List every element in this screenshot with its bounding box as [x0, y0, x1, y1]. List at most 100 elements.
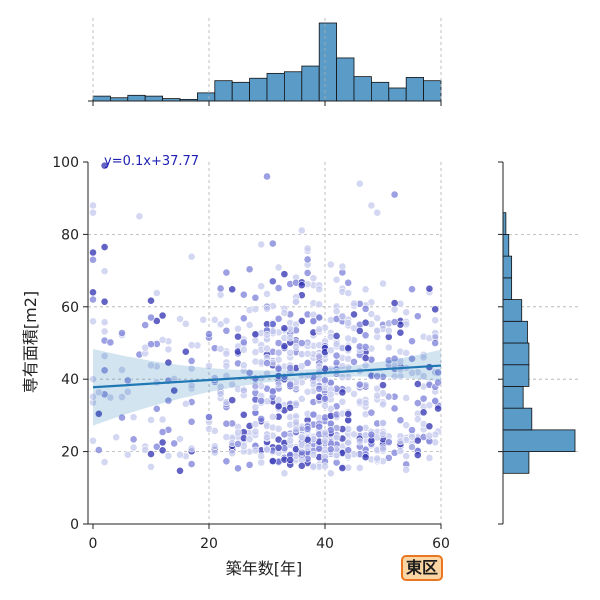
- data-point: [402, 465, 411, 474]
- data-point: [297, 317, 306, 325]
- data-point: [408, 337, 416, 346]
- data-point: [164, 358, 173, 367]
- data-point: [350, 390, 358, 398]
- y-histogram-bar: [502, 364, 530, 387]
- data-point: [222, 268, 231, 277]
- data-point: [274, 424, 283, 433]
- data-point: [118, 365, 126, 374]
- data-point: [361, 285, 370, 294]
- data-point: [268, 320, 277, 329]
- data-point: [118, 329, 126, 337]
- data-point: [89, 375, 97, 384]
- data-point: [413, 380, 422, 388]
- data-point: [239, 345, 248, 354]
- data-point: [326, 390, 335, 399]
- data-point: [332, 340, 341, 349]
- data-point: [216, 320, 225, 329]
- data-point: [286, 403, 295, 412]
- data-point: [100, 458, 109, 467]
- data-point: [228, 396, 237, 405]
- data-point: [268, 277, 277, 286]
- data-point: [413, 399, 422, 407]
- data-point: [373, 372, 382, 381]
- data-point: [344, 278, 353, 287]
- data-point: [321, 394, 329, 403]
- x-tick-label: 0: [89, 536, 98, 552]
- data-point: [280, 430, 289, 439]
- data-point: [147, 361, 155, 370]
- data-point: [176, 450, 184, 459]
- data-point: [210, 448, 219, 457]
- data-point: [251, 357, 260, 366]
- data-point: [181, 347, 190, 356]
- data-point: [251, 427, 260, 436]
- data-point: [367, 430, 376, 439]
- data-point: [396, 437, 405, 446]
- y-histogram-bar: [502, 386, 524, 409]
- data-point: [268, 412, 277, 421]
- data-point: [315, 362, 324, 371]
- data-point: [338, 362, 347, 370]
- data-point: [210, 427, 219, 435]
- data-point: [129, 443, 138, 452]
- data-point: [263, 290, 271, 298]
- data-point: [309, 410, 318, 419]
- data-point: [251, 382, 260, 391]
- data-point: [263, 445, 271, 454]
- data-point: [222, 316, 231, 325]
- data-point: [379, 430, 387, 439]
- data-point: [332, 433, 341, 442]
- data-point: [373, 454, 382, 463]
- data-point: [338, 397, 347, 406]
- data-point: [268, 387, 277, 396]
- data-point: [210, 315, 219, 324]
- data-point: [280, 469, 289, 478]
- data-point: [164, 452, 173, 460]
- data-point: [338, 464, 347, 472]
- data-point: [280, 324, 289, 333]
- data-point: [425, 401, 434, 410]
- data-point: [303, 425, 312, 433]
- data-point: [205, 413, 213, 421]
- x-histogram-bar: [301, 65, 320, 102]
- y-axis-label: 専有面積[m2]: [21, 291, 40, 393]
- data-point: [164, 396, 173, 405]
- data-point: [251, 305, 260, 314]
- data-point: [280, 342, 289, 351]
- data-point: [234, 464, 242, 473]
- data-point: [222, 457, 231, 466]
- data-point: [129, 435, 138, 444]
- data-point: [286, 456, 295, 465]
- data-point: [425, 431, 434, 440]
- confidence-band: [93, 349, 441, 426]
- data-point: [141, 321, 150, 329]
- data-point: [350, 299, 358, 308]
- data-point: [106, 338, 115, 347]
- data-point: [176, 434, 184, 443]
- data-point: [222, 361, 231, 370]
- data-point: [303, 244, 312, 253]
- data-point: [309, 450, 318, 459]
- data-point: [187, 341, 196, 350]
- data-point: [321, 401, 329, 410]
- data-point: [94, 446, 103, 454]
- data-point: [384, 343, 393, 352]
- data-point: [303, 359, 312, 367]
- y-histogram-bar: [502, 407, 533, 431]
- data-point: [344, 319, 353, 327]
- data-point: [297, 281, 306, 290]
- data-point: [297, 339, 306, 348]
- data-point: [274, 284, 283, 292]
- data-point: [257, 452, 266, 461]
- x-histogram-bar: [370, 81, 390, 102]
- regression-equation: y=0.1x+37.77: [104, 154, 199, 169]
- data-point: [205, 330, 213, 338]
- data-point: [315, 325, 324, 334]
- data-point: [152, 442, 161, 451]
- data-point: [263, 344, 271, 353]
- data-point: [222, 349, 231, 358]
- data-point: [245, 368, 254, 377]
- data-point: [234, 332, 242, 341]
- data-point: [413, 451, 422, 459]
- data-point: [384, 438, 393, 447]
